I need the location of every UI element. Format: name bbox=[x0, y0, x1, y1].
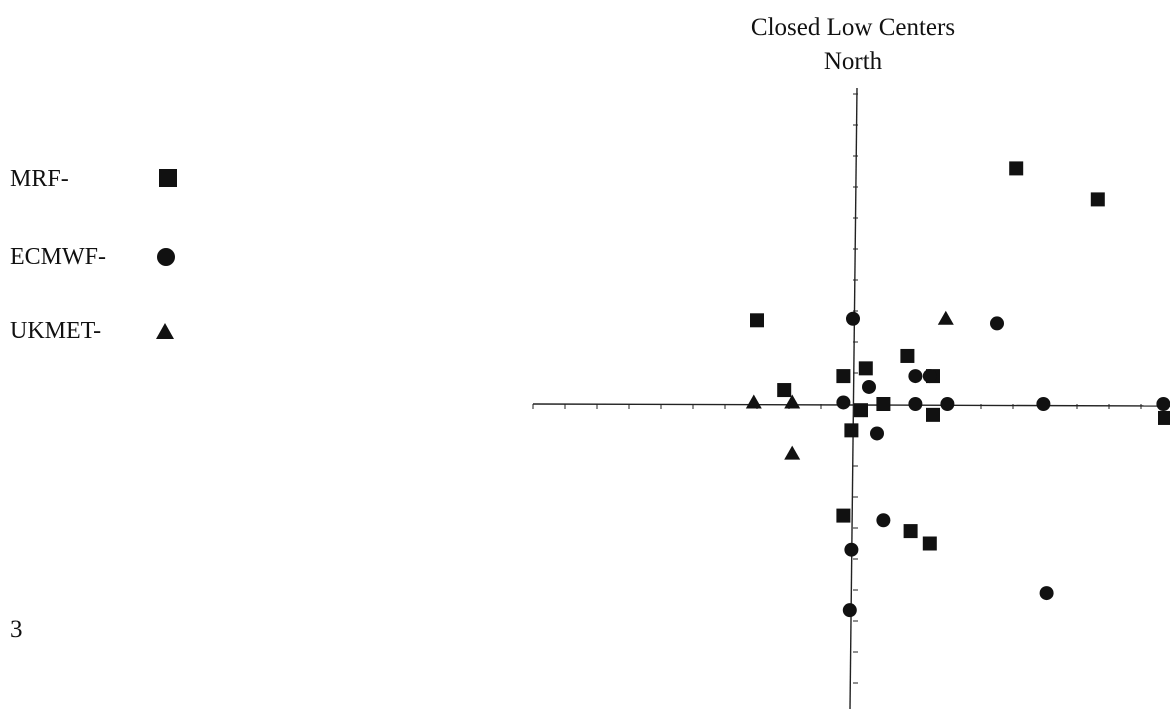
ecmwf-point bbox=[940, 397, 955, 411]
plot-marks bbox=[745, 161, 1170, 618]
mrf-point bbox=[750, 313, 764, 328]
mrf-point bbox=[836, 508, 851, 523]
mrf-point bbox=[858, 361, 873, 376]
page-number: 3 bbox=[10, 616, 23, 643]
mrf-point bbox=[903, 524, 918, 539]
ecmwf-point bbox=[1156, 397, 1170, 411]
mrf-point bbox=[844, 423, 859, 438]
ukmet-point bbox=[745, 394, 762, 409]
ecmwf-point bbox=[1039, 586, 1054, 601]
legend-triangle-icon bbox=[156, 323, 174, 339]
ecmwf-point bbox=[908, 369, 923, 384]
mrf-point bbox=[1158, 410, 1170, 425]
ecmwf-point bbox=[842, 603, 857, 618]
ecmwf-point bbox=[1036, 397, 1051, 411]
mrf-point bbox=[836, 369, 851, 384]
legend-label-mrf: MRF- bbox=[10, 166, 69, 192]
mrf-point bbox=[1009, 161, 1024, 176]
ukmet-point bbox=[784, 394, 801, 409]
mrf-point bbox=[926, 407, 940, 422]
mrf-point bbox=[900, 348, 915, 363]
ecmwf-point bbox=[870, 426, 884, 441]
legend-circle-icon bbox=[157, 248, 175, 266]
ecmwf-point bbox=[836, 395, 851, 410]
legend-label-ukmet: UKMET- bbox=[10, 318, 102, 344]
chart-title: Closed Low Centers bbox=[750, 14, 956, 41]
ecmwf-point bbox=[846, 311, 860, 326]
mrf-point bbox=[1090, 192, 1105, 207]
ecmwf-point bbox=[862, 379, 876, 394]
chart-subtitle: North bbox=[823, 48, 883, 75]
mrf-point bbox=[876, 397, 891, 411]
legend-label-ecmwf: ECMWF- bbox=[10, 244, 106, 270]
mrf-point bbox=[922, 536, 937, 551]
ecmwf-point bbox=[908, 397, 923, 411]
ecmwf-point bbox=[876, 513, 891, 528]
ukmet-point bbox=[937, 310, 954, 325]
ecmwf-point bbox=[844, 542, 859, 557]
legend-square-icon bbox=[159, 169, 177, 187]
ukmet-point bbox=[784, 445, 801, 460]
ecmwf-point bbox=[922, 369, 937, 384]
ecmwf-point bbox=[990, 316, 1004, 331]
mrf-point bbox=[854, 403, 868, 418]
mrf-point bbox=[777, 383, 792, 398]
